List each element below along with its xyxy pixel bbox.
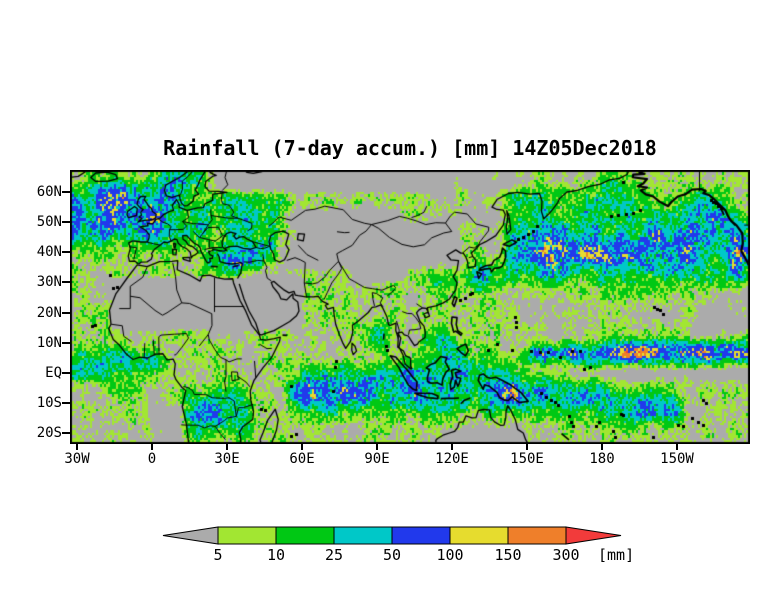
x-tick-mark <box>151 444 153 450</box>
legend-segment <box>449 526 509 545</box>
y-tick-mark <box>62 432 70 434</box>
legend-level-label: 25 <box>325 546 343 564</box>
y-tick-label: 30N <box>36 274 62 290</box>
colorbar-legend: 5 10 25 50 100 150 300 [mm] <box>162 526 634 564</box>
x-tick-label: 60E <box>289 451 315 467</box>
y-tick-label: 10S <box>36 395 62 411</box>
rainfall-map-canvas <box>70 170 750 444</box>
x-tick-mark <box>676 444 678 450</box>
legend-level-label: 300 <box>552 546 579 564</box>
y-tick-label: 10N <box>36 335 62 351</box>
y-tick-mark <box>62 191 70 193</box>
x-tick-label: 150W <box>660 451 694 467</box>
x-tick-label: 180 <box>589 451 615 467</box>
y-tick-mark <box>62 281 70 283</box>
x-tick-label: 30W <box>64 451 90 467</box>
legend-unit-label: [mm] <box>598 546 634 564</box>
x-tick-mark <box>76 444 78 450</box>
x-tick-mark <box>301 444 303 450</box>
legend-segment <box>507 526 567 545</box>
y-tick-mark <box>62 251 70 253</box>
legend-level-label: 10 <box>267 546 285 564</box>
plot-title: Rainfall (7-day accum.) [mm] 14Z05Dec201… <box>163 136 657 160</box>
x-tick-label: 0 <box>147 451 157 467</box>
x-tick-mark <box>526 444 528 450</box>
y-tick-mark <box>62 221 70 223</box>
legend-level-label: 100 <box>436 546 463 564</box>
legend-segment <box>275 526 335 545</box>
legend-segment <box>333 526 393 545</box>
y-tick-label: 20N <box>36 305 62 321</box>
y-tick-mark <box>62 312 70 314</box>
y-tick-label: 40N <box>36 244 62 260</box>
y-tick-label: 60N <box>36 184 62 200</box>
y-tick-label: 20S <box>36 425 62 441</box>
x-tick-mark <box>376 444 378 450</box>
x-tick-mark <box>601 444 603 450</box>
legend-level-label: 150 <box>494 546 521 564</box>
legend-segment <box>217 526 277 545</box>
x-tick-label: 120E <box>435 451 469 467</box>
legend-level-label: 5 <box>213 546 222 564</box>
x-tick-label: 90E <box>364 451 390 467</box>
x-tick-mark <box>226 444 228 450</box>
y-tick-label: 50N <box>36 214 62 230</box>
x-tick-label: 30E <box>214 451 240 467</box>
legend-arrow-above <box>565 526 622 545</box>
y-tick-mark <box>62 342 70 344</box>
legend-arrow-below <box>162 526 219 545</box>
legend-level-label: 50 <box>383 546 401 564</box>
y-tick-label: EQ <box>45 365 62 381</box>
y-tick-mark <box>62 402 70 404</box>
x-tick-mark <box>451 444 453 450</box>
legend-segment <box>391 526 451 545</box>
y-tick-mark <box>62 372 70 374</box>
x-tick-label: 150E <box>510 451 544 467</box>
